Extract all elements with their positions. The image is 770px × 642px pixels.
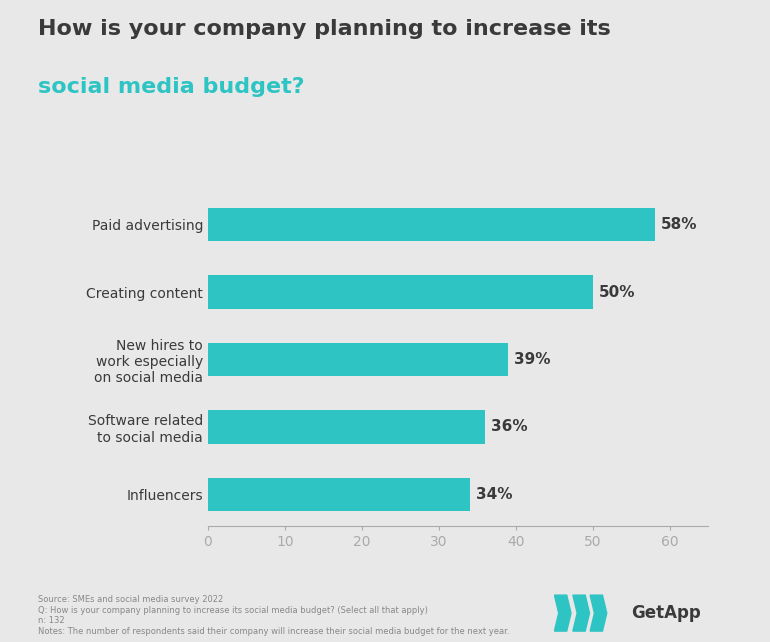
Bar [208,275,593,309]
Text: 58%: 58% [661,217,697,232]
Text: Source: SMEs and social media survey 2022
Q: How is your company planning to inc: Source: SMEs and social media survey 202… [38,595,510,636]
Text: social media budget?: social media budget? [38,77,305,97]
Text: 36%: 36% [491,419,528,435]
Text: 39%: 39% [514,352,551,367]
Polygon shape [590,595,607,631]
Polygon shape [554,595,571,631]
Bar [208,410,485,444]
Bar [208,343,508,376]
Bar [208,478,470,511]
Text: How is your company planning to increase its: How is your company planning to increase… [38,19,611,39]
Text: 34%: 34% [476,487,512,502]
Text: 50%: 50% [599,284,635,300]
Bar [208,208,654,241]
Polygon shape [573,595,590,631]
Text: GetApp: GetApp [631,604,701,622]
